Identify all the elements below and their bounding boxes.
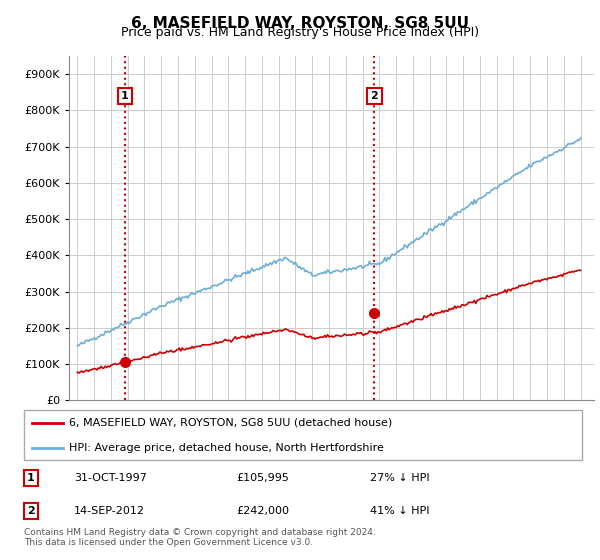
Text: 1: 1: [121, 91, 129, 101]
Text: 14-SEP-2012: 14-SEP-2012: [74, 506, 145, 516]
FancyBboxPatch shape: [24, 410, 582, 460]
Text: 1: 1: [27, 473, 35, 483]
Text: 6, MASEFIELD WAY, ROYSTON, SG8 5UU (detached house): 6, MASEFIELD WAY, ROYSTON, SG8 5UU (deta…: [68, 418, 392, 427]
Text: HPI: Average price, detached house, North Hertfordshire: HPI: Average price, detached house, Nort…: [68, 443, 383, 452]
Text: 31-OCT-1997: 31-OCT-1997: [74, 473, 147, 483]
Text: £242,000: £242,000: [236, 506, 289, 516]
Text: Contains HM Land Registry data © Crown copyright and database right 2024.
This d: Contains HM Land Registry data © Crown c…: [24, 528, 376, 547]
Text: £105,995: £105,995: [236, 473, 289, 483]
Text: 6, MASEFIELD WAY, ROYSTON, SG8 5UU: 6, MASEFIELD WAY, ROYSTON, SG8 5UU: [131, 16, 469, 31]
Text: 41% ↓ HPI: 41% ↓ HPI: [370, 506, 430, 516]
Text: 2: 2: [27, 506, 35, 516]
Text: Price paid vs. HM Land Registry's House Price Index (HPI): Price paid vs. HM Land Registry's House …: [121, 26, 479, 39]
Text: 27% ↓ HPI: 27% ↓ HPI: [370, 473, 430, 483]
Text: 2: 2: [371, 91, 379, 101]
